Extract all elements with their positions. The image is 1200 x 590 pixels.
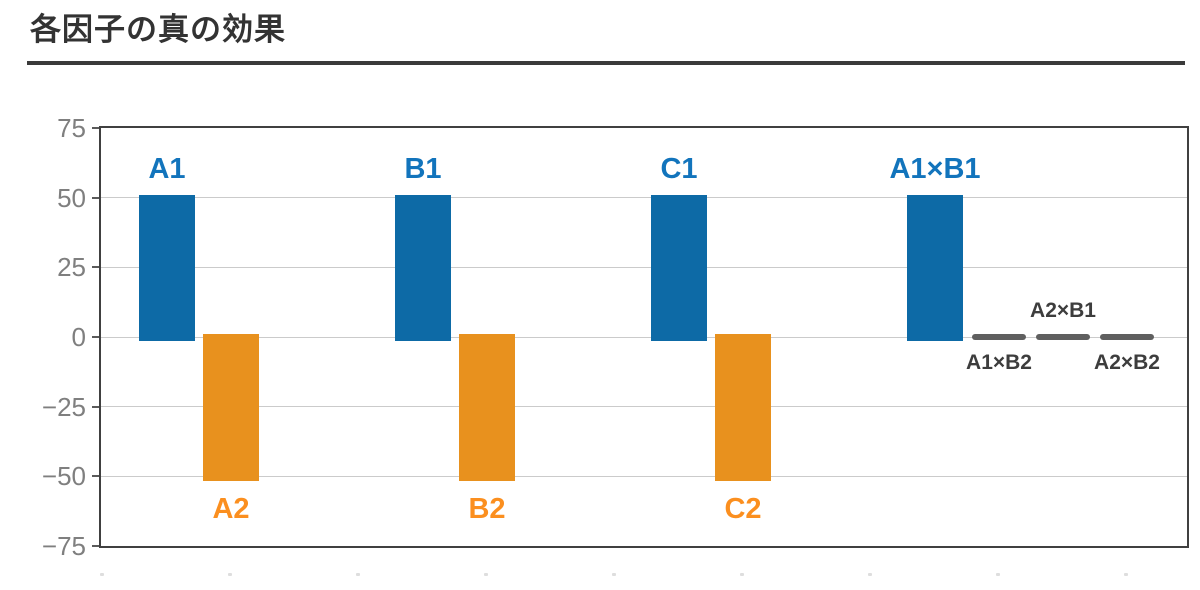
bar-label-c2: C2 xyxy=(724,492,762,525)
title-underline xyxy=(27,61,1185,65)
x-minor-tick-dot xyxy=(996,573,1000,576)
y-tick-mark--50 xyxy=(92,475,99,478)
y-tick-mark-50 xyxy=(92,196,99,199)
y-tick-label--50: −50 xyxy=(41,461,86,492)
y-tick-label--25: −25 xyxy=(41,391,86,422)
bar-a1xb2 xyxy=(972,334,1026,340)
bar-label-b2: B2 xyxy=(468,492,506,525)
bar-c2 xyxy=(715,334,771,481)
gridline-y--50 xyxy=(101,475,1187,477)
x-minor-tick-dot xyxy=(612,573,616,576)
bar-a1xb1 xyxy=(907,194,963,342)
y-tick-mark-25 xyxy=(92,266,99,269)
bar-label-a1xb1: A1×B1 xyxy=(889,152,981,185)
y-tick-label--75: −75 xyxy=(41,531,86,561)
chart-title: 各因子の真の効果 xyxy=(30,12,286,47)
y-tick-mark-0 xyxy=(92,336,99,338)
bar-label-a2xb2: A2×B2 xyxy=(1094,351,1160,374)
y-tick-label-25: 25 xyxy=(57,252,86,283)
x-minor-tick-dot xyxy=(868,573,872,576)
y-tick-mark--75 xyxy=(92,545,99,547)
y-tick-label-0: 0 xyxy=(71,322,86,352)
bar-label-a1: A1 xyxy=(148,152,186,185)
y-tick-label-75: 75 xyxy=(57,113,86,143)
x-minor-tick-dot xyxy=(356,573,360,576)
y-tick-label-50: 50 xyxy=(57,182,86,213)
gridline-y--25 xyxy=(101,406,1187,408)
gridline-y-0 xyxy=(101,336,1187,338)
bar-label-a1xb2: A1×B2 xyxy=(966,351,1032,374)
x-minor-tick-dot xyxy=(484,573,488,576)
gridline-y-25 xyxy=(101,266,1187,268)
bar-a2xb1 xyxy=(1036,334,1090,340)
bar-b1 xyxy=(395,194,451,342)
bar-c1 xyxy=(651,194,707,342)
gridline-y-50 xyxy=(101,197,1187,199)
bar-label-a2: A2 xyxy=(212,492,250,525)
y-tick-mark-75 xyxy=(92,127,99,129)
plot-area: A1 A2 B1 B2 C1 C2 A1×B1 A1×B2 A2×B1 A2×B2 xyxy=(99,126,1189,548)
y-tick-mark--25 xyxy=(92,405,99,408)
bar-a1 xyxy=(139,194,195,342)
bar-label-c1: C1 xyxy=(660,152,698,185)
x-minor-tick-dot xyxy=(100,573,104,576)
bar-label-a2xb1: A2×B1 xyxy=(1030,299,1096,322)
bar-a2 xyxy=(203,334,259,481)
bar-b2 xyxy=(459,334,515,481)
x-minor-tick-dot xyxy=(1124,573,1128,576)
bar-label-b1: B1 xyxy=(404,152,442,185)
bar-a2xb2 xyxy=(1100,334,1154,340)
x-minor-tick-dot xyxy=(228,573,232,576)
x-minor-tick-dot xyxy=(740,573,744,576)
